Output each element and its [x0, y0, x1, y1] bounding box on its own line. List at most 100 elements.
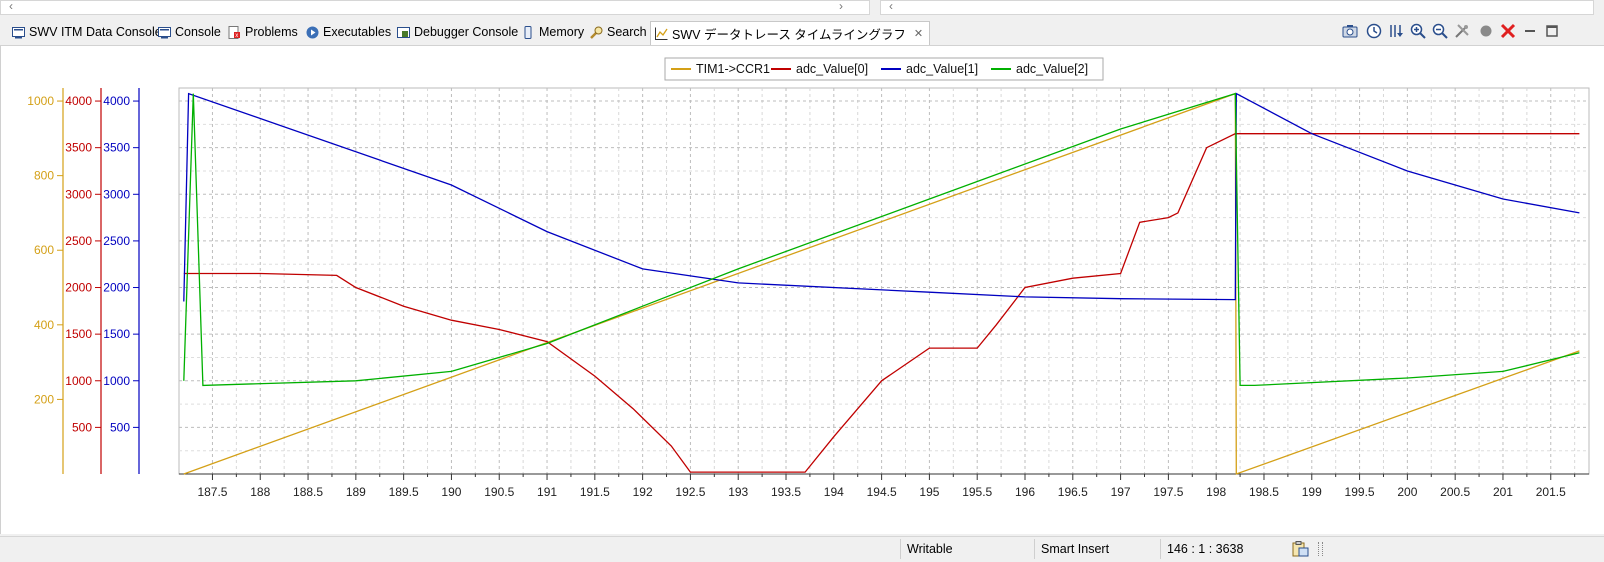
x-tick-label: 201 [1493, 485, 1513, 499]
sort-icon[interactable] [1388, 23, 1404, 39]
tab-console[interactable]: Console [158, 22, 221, 42]
top-strip: ‹ › ‹ [0, 0, 1604, 16]
y-tick-label: 1500 [65, 327, 92, 341]
tab-label: Problems [245, 25, 298, 39]
tab-label: Executables [323, 25, 392, 39]
y-tick-label: 1000 [65, 374, 92, 388]
clock-icon[interactable] [1366, 23, 1382, 39]
y-tick-label: 3000 [65, 187, 92, 201]
series-line-2 [183, 92, 1580, 302]
x-tick-label: 198 [1206, 485, 1226, 499]
scroll-left-icon[interactable]: ‹ [889, 0, 893, 13]
debugger-console-icon [397, 26, 410, 38]
executables-icon [306, 26, 319, 38]
x-tick-label: 188.5 [293, 485, 323, 499]
x-tick-label: 188 [250, 485, 270, 499]
y-tick-label: 2000 [103, 281, 130, 295]
status-cursor-position: 146 : 1 : 3638 [1160, 539, 1297, 559]
search-icon [590, 26, 603, 39]
x-tick-label: 200 [1397, 485, 1417, 499]
graph-icon [655, 27, 668, 40]
timeline-chart[interactable]: TIM1->CCR1 adc_Value[0] adc_Value[1] adc_Va… [1, 46, 1604, 534]
chart-legend: TIM1->CCR1 adc_Value[0] adc_Value[1] adc_Va… [664, 57, 1104, 81]
svg-text:x: x [235, 33, 238, 39]
x-tick-label: 190 [441, 485, 461, 499]
x-tick-label: 190.5 [484, 485, 514, 499]
y-tick-label: 500 [72, 420, 92, 434]
clipboard-icon[interactable] [1291, 541, 1309, 557]
maximize-icon[interactable] [1544, 23, 1560, 39]
y-tick-label: 3500 [103, 141, 130, 155]
tab-label: SWV データトレース タイムライングラフ [672, 28, 906, 42]
y-tick-label: 800 [34, 169, 54, 183]
y-tick-label: 4000 [65, 94, 92, 108]
x-tick-label: 192 [633, 485, 653, 499]
legend-entry: adc_Value[0] [796, 62, 868, 76]
status-separator [1318, 542, 1323, 556]
y-tick-label: 3500 [65, 141, 92, 155]
close-tab-icon[interactable]: ✕ [913, 28, 924, 40]
x-tick-label: 194 [824, 485, 844, 499]
status-bar: Writable Smart Insert 146 : 1 : 3638 [0, 536, 1604, 562]
x-tick-label: 197.5 [1153, 485, 1183, 499]
tab-swv-itm-data-console[interactable]: SWV ITM Data Console [12, 22, 162, 42]
x-tick-label: 201.5 [1536, 485, 1566, 499]
plot-frame [178, 87, 1590, 475]
status-mode: Writable [900, 539, 1027, 559]
x-tick-label: 195.5 [962, 485, 992, 499]
y-tick-label: 500 [110, 420, 130, 434]
y-tick-label: 200 [34, 392, 54, 406]
x-tick-label: 196.5 [1058, 485, 1088, 499]
tab-problems[interactable]: x Problems [228, 22, 298, 42]
zoom-out-icon[interactable] [1432, 23, 1448, 39]
y-tick-label: 1000 [27, 94, 54, 108]
x-axis: 187.5 188 188.5 189 189.5 190 190.5 191 191.5 192… [179, 473, 1589, 499]
x-tick-label: 189.5 [389, 485, 419, 499]
camera-icon[interactable] [1342, 23, 1358, 39]
problems-icon: x [228, 25, 240, 39]
x-tick-label: 200.5 [1440, 485, 1470, 499]
y-tick-label: 1500 [103, 327, 130, 341]
console-icon [12, 26, 25, 38]
y-tick-label: 3000 [103, 187, 130, 201]
stop-icon[interactable] [1500, 23, 1516, 39]
x-tick-label: 192.5 [675, 485, 705, 499]
tab-memory[interactable]: Memory [522, 22, 584, 42]
x-tick-label: 198.5 [1249, 485, 1279, 499]
record-icon[interactable] [1478, 23, 1494, 39]
scroll-right-icon[interactable]: › [839, 0, 843, 13]
legend-entry: adc_Value[2] [1016, 62, 1088, 76]
view-tab-bar: SWV ITM Data Console Console x Problems … [0, 19, 1604, 46]
console-icon [158, 26, 171, 38]
tab-label: Debugger Console [414, 25, 519, 39]
x-tick-label: 187.5 [197, 485, 227, 499]
x-tick-label: 193.5 [771, 485, 801, 499]
x-tick-label: 195 [919, 485, 939, 499]
y-tick-label: 2500 [65, 234, 92, 248]
x-tick-label: 199 [1302, 485, 1322, 499]
y-axes: 200 400 600 800 1000 500 1000 1500 2000 2500 3000 3… [27, 88, 140, 474]
tab-swv-data-trace-timeline-graph[interactable]: SWV データトレース タイムライングラフ ✕ [650, 21, 931, 45]
x-tick-label: 191.5 [580, 485, 610, 499]
minimize-icon[interactable] [1522, 23, 1538, 39]
x-tick-label: 194.5 [867, 485, 897, 499]
zoom-in-icon[interactable] [1410, 23, 1426, 39]
tab-executables[interactable]: Executables [306, 22, 391, 42]
horizontal-scrollbar-left[interactable]: ‹ › [0, 0, 870, 15]
settings-icon[interactable] [1454, 23, 1470, 39]
x-tick-label: 196 [1015, 485, 1035, 499]
x-tick-label: 197 [1111, 485, 1131, 499]
tab-debugger-console[interactable]: Debugger Console [397, 22, 518, 42]
timeline-graph-view: TIM1->CCR1 adc_Value[0] adc_Value[1] adc_Va… [0, 46, 1604, 534]
series-line-1 [183, 133, 1580, 473]
tab-label: Console [175, 25, 221, 39]
x-tick-label: 191 [537, 485, 557, 499]
tab-search[interactable]: Search [590, 22, 647, 42]
status-insert-mode: Smart Insert [1034, 539, 1161, 559]
chart-grid [178, 87, 1590, 475]
legend-entry: adc_Value[1] [906, 62, 978, 76]
legend-entry: TIM1->CCR1 [696, 62, 770, 76]
y-tick-label: 1000 [103, 374, 130, 388]
scroll-left-icon[interactable]: ‹ [9, 0, 13, 13]
horizontal-scrollbar-right[interactable]: ‹ [880, 0, 1594, 15]
